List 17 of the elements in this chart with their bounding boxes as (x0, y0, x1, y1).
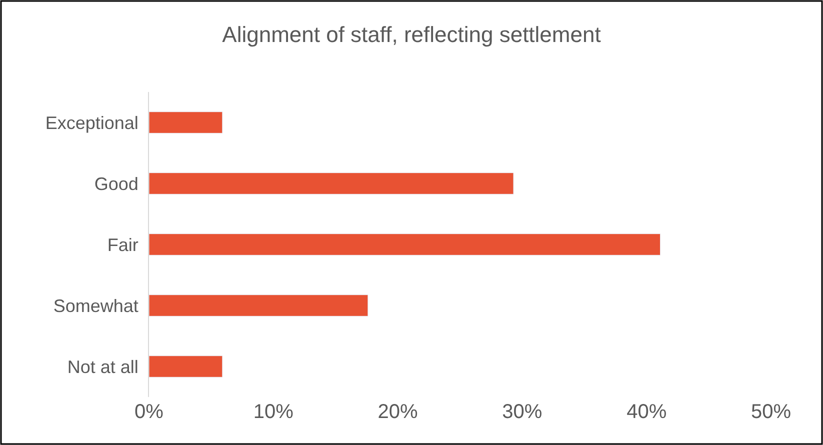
bar (149, 172, 514, 194)
y-tick-label: Somewhat (53, 296, 138, 316)
y-tick-label: Not at all (67, 356, 138, 377)
bar (149, 356, 223, 378)
y-tick-label: Fair (107, 234, 138, 255)
x-tick-label: 50% (750, 401, 792, 423)
y-tick-label: Exceptional (45, 112, 138, 133)
x-tick-label: 40% (626, 401, 667, 423)
chart-title: Alignment of staff, reflecting settlement (222, 22, 601, 47)
x-tick-label: 10% (253, 401, 294, 423)
x-tick-label: 0% (134, 401, 164, 423)
x-tick-label: 20% (378, 401, 418, 423)
bar (149, 294, 368, 316)
bar (149, 112, 223, 134)
x-tick-label: 30% (502, 401, 542, 423)
y-tick-label: Good (94, 174, 138, 194)
bar (149, 234, 661, 256)
